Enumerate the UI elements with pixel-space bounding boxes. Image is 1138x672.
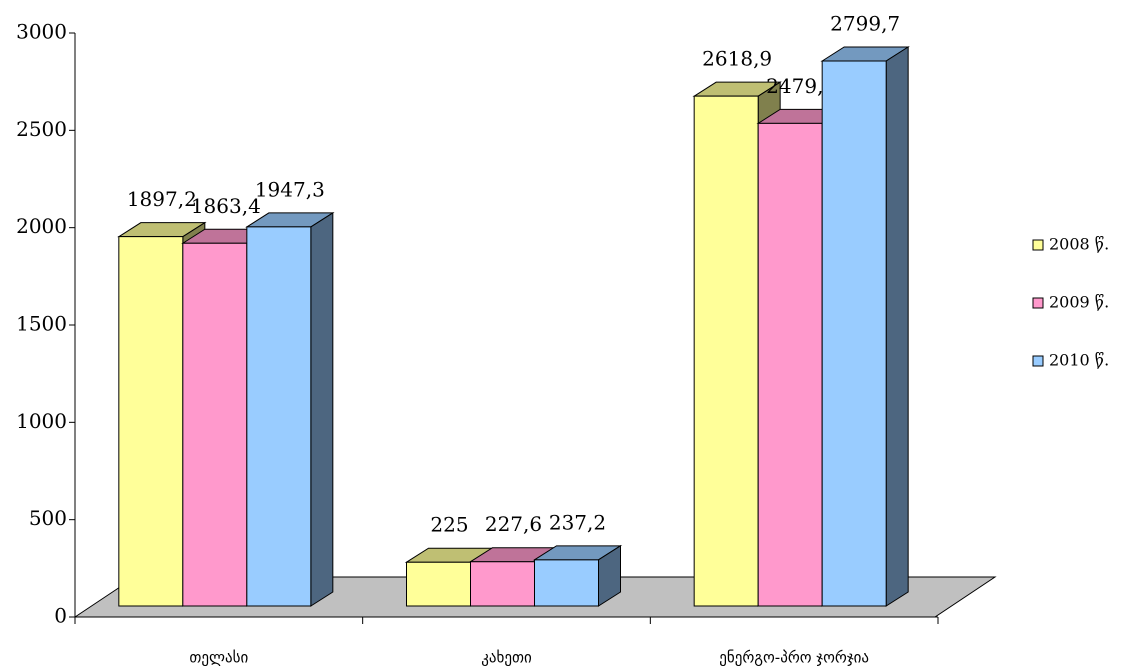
legend-label: 2008 წ. (1049, 235, 1109, 254)
bar (245, 212, 335, 607)
bar (532, 544, 623, 607)
data-label: 1863,4 (191, 194, 261, 218)
bar-face (406, 561, 471, 607)
y-tick-label: 1000 (16, 409, 67, 433)
legend-swatch (1032, 239, 1044, 251)
bar-face (757, 122, 823, 607)
bar-face (246, 226, 312, 607)
y-tick-label: 500 (29, 506, 67, 530)
data-label: 237,2 (549, 510, 606, 534)
legend-swatch (1032, 297, 1044, 309)
legend-label: 2010 წ. (1049, 351, 1109, 370)
bar-face (534, 559, 599, 607)
legend-label: 2009 წ. (1049, 293, 1109, 312)
bar-face (118, 236, 184, 607)
x-tick-label: თელასი (189, 649, 248, 667)
y-tick-label: 2000 (16, 214, 67, 238)
bar-face (821, 60, 887, 607)
data-label: 1947,3 (255, 177, 325, 201)
legend-swatch (1032, 355, 1044, 367)
data-label: 2618,9 (702, 47, 772, 71)
y-tick-label: 0 (54, 604, 67, 628)
y-tick-label: 3000 (16, 20, 67, 44)
data-label: 225 (430, 513, 468, 537)
bar-face (885, 46, 909, 607)
bar (820, 46, 910, 607)
bar-face (310, 212, 334, 607)
x-tick-label: კახეთი (481, 649, 532, 667)
data-label: 227,6 (485, 512, 542, 536)
bar-face (182, 242, 248, 607)
bar-face (693, 95, 759, 607)
x-tick-label: ენერგო-პრო ჯორჯია (719, 649, 869, 667)
data-label: 1897,2 (127, 187, 197, 211)
y-tick-label: 1500 (16, 312, 67, 336)
y-tick-label: 2500 (16, 117, 67, 141)
bar-face (470, 561, 535, 607)
data-label: 2799,7 (830, 11, 900, 35)
